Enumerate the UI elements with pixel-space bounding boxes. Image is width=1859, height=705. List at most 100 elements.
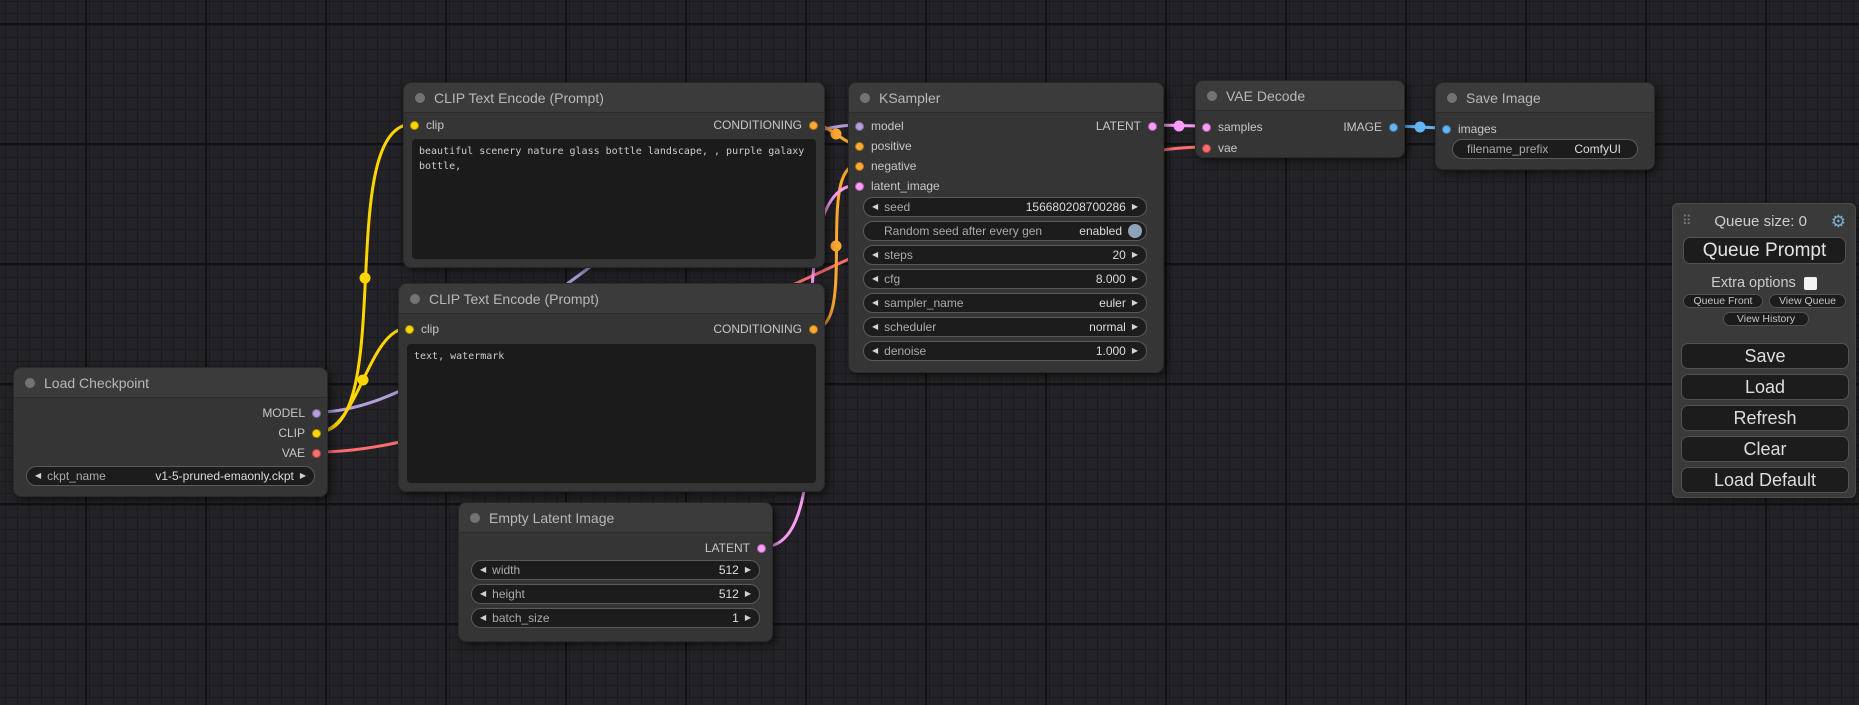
collapse-dot-icon[interactable]	[410, 293, 420, 304]
collapse-dot-icon[interactable]	[415, 92, 425, 103]
output-slot-latent[interactable]: LATENT	[705, 538, 766, 558]
widget-denoise[interactable]: ◀ denoise 1.000 ▶	[863, 341, 1147, 361]
input-slot-negative[interactable]: negative	[855, 156, 916, 176]
node-title: VAE Decode	[1226, 87, 1306, 104]
widget-filename-prefix[interactable]: filename_prefix ComfyUI	[1452, 139, 1638, 159]
input-slot-vae[interactable]: vae	[1202, 138, 1237, 158]
widget-width[interactable]: ◀ width 512 ▶	[471, 560, 760, 580]
widget-scheduler[interactable]: ◀ scheduler normal ▶	[863, 317, 1147, 337]
decrement-arrow-icon[interactable]: ◀	[872, 322, 879, 331]
conditioning-output-dot[interactable]	[809, 120, 818, 130]
link-midpoint-dot	[1173, 120, 1185, 132]
node-empty-latent-image[interactable]: Empty Latent Image LATENT ◀ width 512 ▶ …	[458, 502, 773, 642]
latent-output-dot[interactable]	[757, 543, 766, 553]
view-queue-button[interactable]: View Queue	[1769, 294, 1846, 308]
latent-input-dot[interactable]	[1202, 122, 1211, 132]
extra-options-checkbox[interactable]	[1803, 276, 1817, 290]
input-slot-clip[interactable]: clip	[405, 319, 439, 339]
increment-arrow-icon[interactable]: ▶	[744, 613, 751, 622]
refresh-button[interactable]: Refresh	[1681, 405, 1849, 431]
queue-prompt-button[interactable]: Queue Prompt	[1683, 237, 1846, 264]
input-slot-latent-image[interactable]: latent_image	[855, 176, 940, 196]
node-title: Save Image	[1466, 89, 1541, 106]
decrement-arrow-icon[interactable]: ◀	[872, 274, 879, 283]
increment-arrow-icon[interactable]: ▶	[299, 471, 306, 480]
prompt-textarea[interactable]: beautiful scenery nature glass bottle la…	[412, 139, 816, 259]
increment-arrow-icon[interactable]: ▶	[1131, 322, 1138, 331]
save-button[interactable]: Save	[1681, 343, 1849, 369]
collapse-dot-icon[interactable]	[25, 377, 35, 388]
input-slot-images[interactable]: images	[1442, 119, 1497, 139]
model-output-dot[interactable]	[312, 408, 321, 418]
node-save-image[interactable]: Save Image images filename_prefix ComfyU…	[1435, 82, 1655, 170]
node-load-checkpoint[interactable]: Load Checkpoint MODEL CLIP VAE ◀ ckpt_na…	[13, 367, 328, 497]
conditioning-output-dot[interactable]	[809, 324, 818, 334]
decrement-arrow-icon[interactable]: ◀	[480, 589, 487, 598]
output-slot-image[interactable]: IMAGE	[1343, 117, 1398, 137]
collapse-dot-icon[interactable]	[860, 92, 870, 103]
output-slot-conditioning[interactable]: CONDITIONING	[713, 319, 818, 339]
queue-front-button[interactable]: Queue Front	[1683, 294, 1763, 308]
input-slot-model[interactable]: model	[855, 116, 904, 136]
settings-gear-icon[interactable]: ⚙	[1830, 211, 1846, 231]
output-slot-conditioning[interactable]: CONDITIONING	[713, 115, 818, 135]
widget-seed[interactable]: ◀ seed 156680208700286 ▶	[863, 197, 1147, 217]
clip-input-dot[interactable]	[410, 120, 419, 130]
toggle-knob-icon[interactable]	[1128, 224, 1142, 238]
increment-arrow-icon[interactable]: ▶	[1131, 346, 1138, 355]
collapse-dot-icon[interactable]	[470, 512, 480, 523]
latent-input-dot[interactable]	[855, 181, 864, 191]
decrement-arrow-icon[interactable]: ◀	[872, 202, 879, 211]
conditioning-input-dot[interactable]	[855, 161, 864, 171]
increment-arrow-icon[interactable]: ▶	[744, 565, 751, 574]
load-default-button[interactable]: Load Default	[1681, 467, 1849, 493]
model-input-dot[interactable]	[855, 121, 864, 131]
widget-sampler-name[interactable]: ◀ sampler_name euler ▶	[863, 293, 1147, 313]
input-slot-clip[interactable]: clip	[410, 115, 444, 135]
decrement-arrow-icon[interactable]: ◀	[480, 613, 487, 622]
output-slot-latent[interactable]: LATENT	[1096, 116, 1157, 136]
collapse-dot-icon[interactable]	[1447, 92, 1457, 103]
vae-input-dot[interactable]	[1202, 143, 1211, 153]
widget-cfg[interactable]: ◀ cfg 8.000 ▶	[863, 269, 1147, 289]
widget-random-seed-toggle[interactable]: Random seed after every gen enabled	[863, 221, 1147, 241]
output-slot-model[interactable]: MODEL	[262, 403, 321, 423]
increment-arrow-icon[interactable]: ▶	[744, 589, 751, 598]
increment-arrow-icon[interactable]: ▶	[1131, 298, 1138, 307]
prompt-textarea[interactable]: text, watermark	[407, 344, 816, 483]
image-input-dot[interactable]	[1442, 124, 1451, 134]
increment-arrow-icon[interactable]: ▶	[1131, 250, 1138, 259]
decrement-arrow-icon[interactable]: ◀	[872, 250, 879, 259]
clip-output-dot[interactable]	[312, 428, 321, 438]
drag-handle-icon[interactable]: ⠿	[1682, 213, 1691, 228]
widget-ckpt-name[interactable]: ◀ ckpt_name v1-5-pruned-emaonly.ckpt ▶	[26, 466, 315, 486]
widget-batch-size[interactable]: ◀ batch_size 1 ▶	[471, 608, 760, 628]
decrement-arrow-icon[interactable]: ◀	[872, 346, 879, 355]
input-slot-positive[interactable]: positive	[855, 136, 912, 156]
latent-output-dot[interactable]	[1148, 121, 1157, 131]
clear-button[interactable]: Clear	[1681, 436, 1849, 462]
conditioning-input-dot[interactable]	[855, 141, 864, 151]
clip-input-dot[interactable]	[405, 324, 414, 334]
decrement-arrow-icon[interactable]: ◀	[872, 298, 879, 307]
collapse-dot-icon[interactable]	[1207, 90, 1217, 101]
node-vae-decode[interactable]: VAE Decode samples vae IMAGE	[1195, 80, 1405, 158]
vae-output-dot[interactable]	[312, 448, 321, 458]
view-history-button[interactable]: View History	[1723, 312, 1809, 326]
load-button[interactable]: Load	[1681, 374, 1849, 400]
widget-steps[interactable]: ◀ steps 20 ▶	[863, 245, 1147, 265]
node-ksampler[interactable]: KSampler model positive negative latent_…	[848, 82, 1164, 373]
node-clip-text-encode-positive[interactable]: CLIP Text Encode (Prompt) clip CONDITION…	[403, 82, 825, 268]
image-output-dot[interactable]	[1389, 122, 1398, 132]
output-slot-vae[interactable]: VAE	[282, 443, 321, 463]
decrement-arrow-icon[interactable]: ◀	[480, 565, 487, 574]
decrement-arrow-icon[interactable]: ◀	[35, 471, 42, 480]
increment-arrow-icon[interactable]: ▶	[1131, 274, 1138, 283]
input-slot-samples[interactable]: samples	[1202, 117, 1263, 137]
increment-arrow-icon[interactable]: ▶	[1131, 202, 1138, 211]
widget-height[interactable]: ◀ height 512 ▶	[471, 584, 760, 604]
link-midpoint-dot	[830, 128, 842, 140]
output-slot-clip[interactable]: CLIP	[278, 423, 321, 443]
node-clip-text-encode-negative[interactable]: CLIP Text Encode (Prompt) clip CONDITION…	[398, 283, 825, 492]
